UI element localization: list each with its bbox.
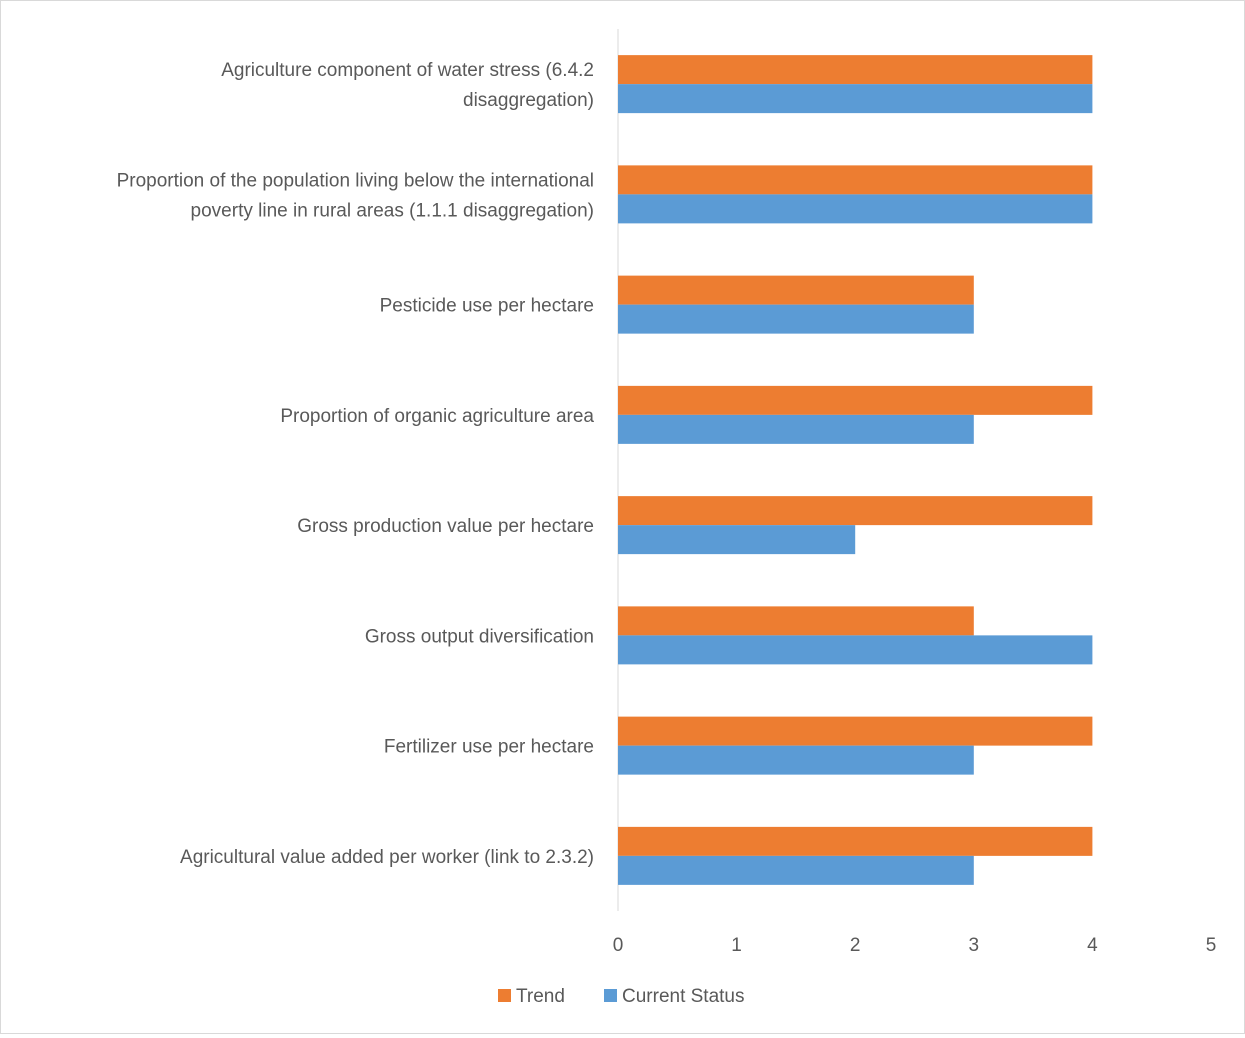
category-label: Agricultural value added per worker (lin… (180, 847, 594, 868)
x-tick-label: 1 (731, 935, 742, 956)
x-tick-label: 4 (1087, 935, 1098, 956)
bar-current-status (618, 194, 1093, 224)
bar-trend (618, 385, 1093, 415)
x-tick-label: 3 (969, 935, 980, 956)
bar-trend (618, 606, 974, 636)
bar-trend (618, 165, 1093, 195)
bar-current-status (618, 855, 974, 885)
category-label: Proportion of the population living belo… (117, 170, 594, 191)
bar-trend (618, 826, 1093, 856)
category-label: Fertilizer use per hectare (384, 737, 594, 758)
bar-current-status (618, 525, 856, 555)
bar-current-status (618, 84, 1093, 114)
category-label: Proportion of organic agriculture area (280, 406, 594, 427)
x-tick-label: 2 (850, 935, 861, 956)
bar-current-status (618, 745, 974, 775)
category-label: Pesticide use per hectare (380, 296, 594, 317)
bar-current-status (618, 304, 974, 334)
bar-trend (618, 55, 1093, 85)
category-label: Gross output diversification (365, 626, 594, 647)
category-label: Gross production value per hectare (297, 516, 594, 537)
bar-current-status (618, 414, 974, 444)
x-tick-label: 0 (613, 935, 624, 956)
legend-label: Trend (516, 986, 565, 1007)
bar-trend (618, 716, 1093, 746)
category-label: poverty line in rural areas (1.1.1 disag… (191, 200, 594, 221)
category-label: disaggregation) (463, 90, 594, 111)
legend-swatch-current-status (604, 989, 617, 1002)
bar-trend (618, 496, 1093, 526)
bar-current-status (618, 635, 1093, 665)
x-tick-label: 5 (1206, 935, 1217, 956)
legend-label: Current Status (622, 986, 745, 1007)
legend-swatch-trend (498, 989, 511, 1002)
bar-trend (618, 275, 974, 305)
category-label: Agriculture component of water stress (6… (221, 60, 594, 81)
